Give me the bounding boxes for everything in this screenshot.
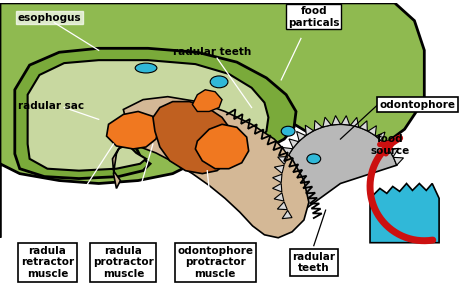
Polygon shape (282, 210, 292, 219)
Polygon shape (112, 97, 309, 238)
Text: esophogus: esophogus (18, 13, 82, 23)
Polygon shape (273, 174, 282, 183)
Ellipse shape (281, 126, 295, 136)
Polygon shape (278, 157, 288, 164)
Polygon shape (323, 117, 331, 127)
Ellipse shape (135, 63, 157, 73)
Polygon shape (305, 125, 313, 135)
Polygon shape (389, 148, 399, 157)
Text: radular
teeth: radular teeth (292, 252, 335, 273)
Polygon shape (27, 60, 268, 171)
Polygon shape (107, 111, 160, 149)
Polygon shape (341, 116, 350, 125)
Text: food
particals: food particals (288, 6, 339, 28)
Polygon shape (368, 126, 376, 136)
Polygon shape (277, 202, 287, 209)
Text: radula
protractor
muscle: radula protractor muscle (93, 246, 154, 279)
Polygon shape (383, 140, 392, 149)
Polygon shape (274, 193, 284, 201)
Polygon shape (274, 165, 284, 173)
Polygon shape (359, 121, 367, 131)
Polygon shape (393, 157, 403, 165)
Polygon shape (153, 102, 235, 174)
Text: radular teeth: radular teeth (173, 47, 251, 57)
Ellipse shape (210, 76, 228, 88)
Polygon shape (289, 139, 299, 148)
Polygon shape (370, 184, 439, 243)
Polygon shape (281, 124, 397, 218)
Polygon shape (350, 117, 359, 127)
Polygon shape (192, 90, 222, 111)
Polygon shape (15, 48, 296, 179)
Text: radular sac: radular sac (18, 102, 84, 111)
Polygon shape (273, 184, 282, 192)
Polygon shape (297, 131, 306, 141)
Polygon shape (314, 120, 322, 130)
Polygon shape (283, 148, 292, 156)
Ellipse shape (307, 154, 321, 164)
Text: radula
retractor
muscle: radula retractor muscle (21, 246, 74, 279)
Polygon shape (332, 116, 340, 125)
Text: food
source: food source (370, 134, 410, 156)
Text: odontophore
protractor
muscle: odontophore protractor muscle (177, 246, 253, 279)
Text: odontophore: odontophore (380, 100, 456, 110)
Polygon shape (195, 124, 249, 169)
Polygon shape (376, 132, 385, 142)
Polygon shape (0, 3, 424, 238)
